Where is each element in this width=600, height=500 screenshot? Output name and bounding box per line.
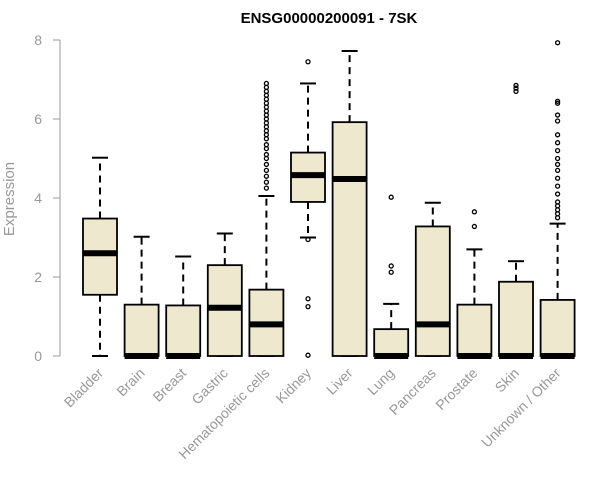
y-axis: 0 2 4 6 8 [34,32,61,364]
iqr-box [165,304,202,357]
iqr-box [331,121,368,357]
x-tick-label: Brain [113,365,147,399]
outlier-point [263,179,270,185]
outlier-point [263,185,270,191]
outlier-point [513,88,519,94]
iqr-box [82,217,118,296]
iqr-box [414,225,451,357]
outlier-point [388,194,394,200]
box-lung [373,194,410,359]
iqr-box [498,280,534,357]
box-gastric [206,232,243,357]
outlier-point [554,215,561,221]
box-bladder [82,156,118,357]
outlier-point [554,40,561,46]
outlier-point [554,175,561,181]
x-tick-label: Skin [492,365,523,396]
x-tick-label: Liver [323,365,356,398]
box-brain [123,235,160,359]
x-tick-label: Prostate [432,365,480,413]
y-tick-label: 6 [34,111,42,127]
outlier-point [554,118,561,124]
iqr-box [539,299,576,357]
outlier-point [554,132,561,138]
outlier-point [263,167,270,174]
outlier-point [263,151,270,158]
outlier-point [305,59,311,65]
outlier-point [554,155,561,162]
x-tick-label: Unknown / Other [478,365,564,451]
outlier-point [471,209,478,215]
outlier-point [263,161,270,168]
outlier-point [388,269,394,275]
outlier-point [305,296,311,302]
y-axis-label: Expression [1,162,18,236]
box-unknown-other [539,40,576,359]
box-skin [498,82,534,359]
outlier-point [554,161,561,168]
outlier-point [554,98,561,104]
x-tick-label: Kidney [273,365,315,407]
outlier-point [554,191,561,197]
y-tick-label: 4 [34,190,42,206]
x-tick-label: Breast [149,365,189,405]
box-pancreas [414,201,451,357]
outlier-point [263,142,270,148]
y-tick-label: 2 [34,269,42,285]
box-hematopoietic-cells [248,80,285,357]
x-tick-label: Lung [364,365,397,398]
outlier-point [513,82,519,89]
outlier-point [305,352,311,358]
outlier-point [263,173,270,179]
outlier-point [554,112,561,118]
outlier-point [554,140,561,146]
outlier-point [554,183,561,189]
box-prostate [456,209,493,359]
box-breast [165,255,202,359]
plot-area [82,40,576,359]
outlier-point [554,147,561,154]
outlier-point [554,100,561,106]
x-tick-label: Bladder [61,365,107,411]
iqr-box [373,328,410,357]
box-kidney [290,59,326,358]
outlier-point [554,167,561,174]
chart-title: ENSG00000200091 - 7SK [241,10,418,27]
outlier-point [263,80,270,87]
iqr-box [456,303,493,357]
box-liver [331,50,368,357]
y-tick-label: 0 [34,348,42,364]
outlier-point [388,263,394,269]
outlier-point [513,85,519,91]
outlier-point [471,223,478,230]
outlier-point [305,303,311,310]
outlier-point [305,236,311,243]
y-tick-label: 8 [34,32,42,48]
iqr-box [123,303,160,357]
